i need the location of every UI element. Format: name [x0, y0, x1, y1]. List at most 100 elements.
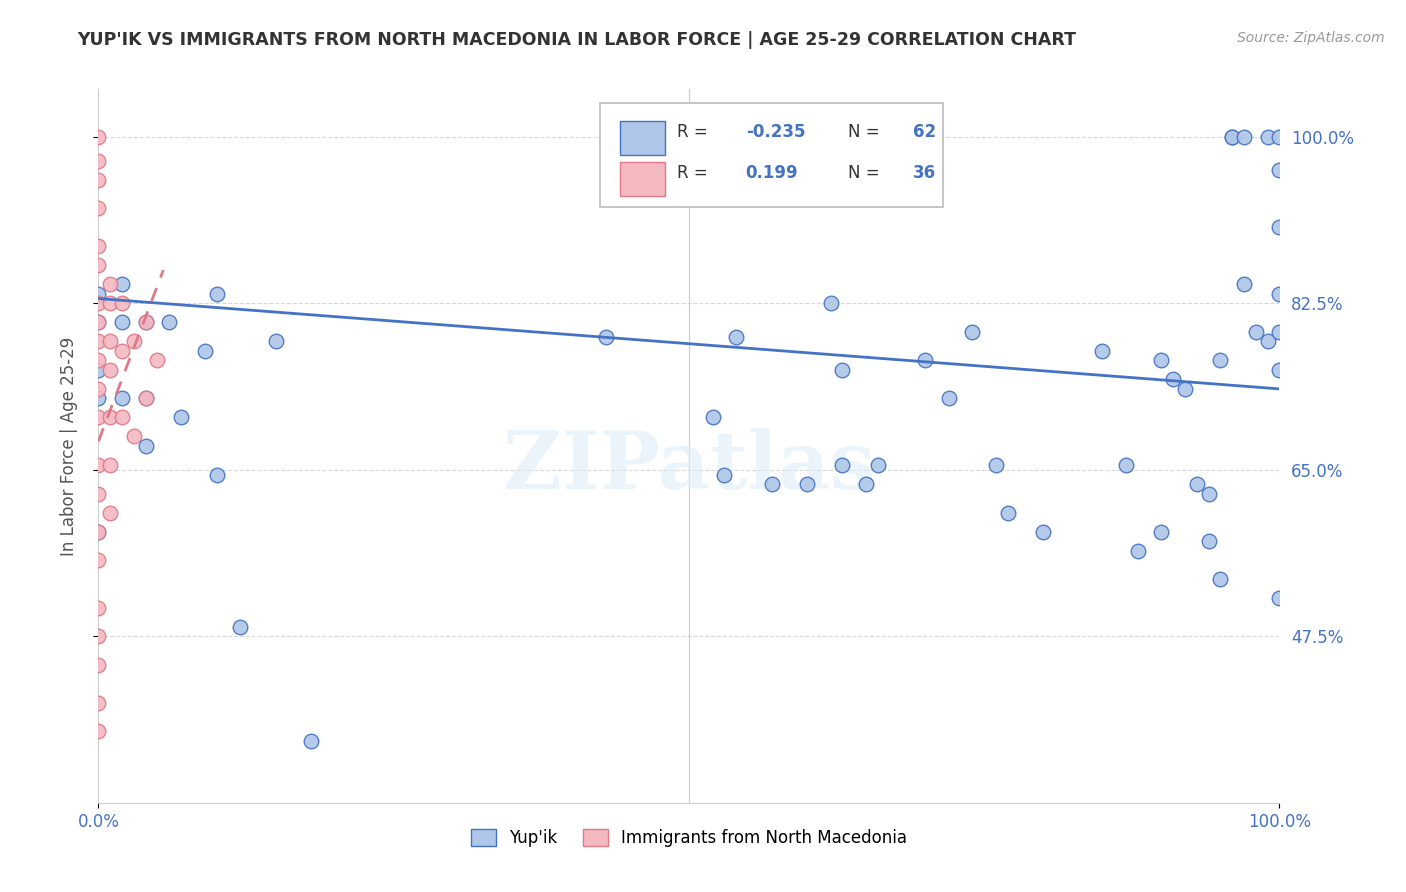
Point: [1209, 572, 1232, 586]
Point: [205, 467, 228, 482]
Point: [111, 315, 134, 329]
Point: [98, 363, 121, 377]
Point: [87, 458, 110, 472]
Point: [87, 600, 110, 615]
Point: [1220, 129, 1243, 144]
Point: [713, 467, 735, 482]
Point: [157, 315, 180, 329]
Point: [962, 325, 984, 339]
Point: [87, 392, 110, 406]
Point: [264, 334, 287, 349]
Point: [1091, 343, 1114, 358]
Text: YUP'IK VS IMMIGRANTS FROM NORTH MACEDONIA IN LABOR FORCE | AGE 25-29 CORRELATION: YUP'IK VS IMMIGRANTS FROM NORTH MACEDONI…: [77, 31, 1077, 49]
Point: [1150, 353, 1173, 368]
Text: R =: R =: [678, 123, 713, 141]
Point: [111, 410, 134, 425]
Point: [122, 429, 145, 443]
Point: [1268, 129, 1291, 144]
Point: [87, 724, 110, 739]
Point: [1268, 286, 1291, 301]
Point: [87, 657, 110, 672]
Point: [1268, 363, 1291, 377]
Point: [87, 363, 110, 377]
Point: [1174, 382, 1197, 396]
Point: [111, 296, 134, 310]
Point: [914, 353, 936, 368]
Point: [831, 363, 853, 377]
Point: [135, 315, 157, 329]
Point: [135, 392, 157, 406]
Legend: Yup'ik, Immigrants from North Macedonia: Yup'ik, Immigrants from North Macedonia: [463, 821, 915, 855]
Point: [122, 334, 145, 349]
Point: [1126, 543, 1149, 558]
Text: 0.199: 0.199: [745, 164, 799, 182]
Point: [1150, 524, 1173, 539]
Point: [87, 629, 110, 643]
Point: [1115, 458, 1137, 472]
Point: [938, 392, 960, 406]
Point: [146, 353, 169, 368]
Point: [87, 353, 110, 368]
Point: [98, 296, 121, 310]
Point: [1209, 353, 1232, 368]
Point: [1185, 477, 1208, 491]
Point: [229, 620, 252, 634]
Text: N =: N =: [848, 164, 886, 182]
Point: [87, 258, 110, 272]
Point: [111, 277, 134, 292]
Point: [87, 201, 110, 215]
Point: [855, 477, 877, 491]
Point: [98, 458, 121, 472]
Point: [205, 286, 228, 301]
Point: [820, 296, 842, 310]
Point: [135, 439, 157, 453]
Point: [299, 734, 322, 748]
Y-axis label: In Labor Force | Age 25-29: In Labor Force | Age 25-29: [59, 336, 77, 556]
Point: [1268, 325, 1291, 339]
Text: ZIPatlas: ZIPatlas: [503, 428, 875, 507]
Point: [984, 458, 1007, 472]
Point: [1198, 534, 1220, 549]
Point: [98, 410, 121, 425]
Point: [87, 524, 110, 539]
Point: [1233, 277, 1256, 292]
Point: [702, 410, 724, 425]
Point: [1268, 220, 1291, 235]
Point: [111, 392, 134, 406]
FancyBboxPatch shape: [600, 103, 943, 207]
Point: [87, 382, 110, 396]
Point: [87, 553, 110, 567]
Point: [87, 410, 110, 425]
Point: [135, 315, 157, 329]
Point: [87, 334, 110, 349]
Point: [796, 477, 818, 491]
Point: [135, 392, 157, 406]
FancyBboxPatch shape: [620, 120, 665, 155]
Point: [98, 506, 121, 520]
Text: -0.235: -0.235: [745, 123, 806, 141]
Point: [1268, 591, 1291, 606]
Text: N =: N =: [848, 123, 886, 141]
Point: [87, 486, 110, 500]
Point: [87, 239, 110, 253]
Point: [1244, 325, 1267, 339]
Point: [1257, 129, 1279, 144]
Point: [87, 286, 110, 301]
Point: [87, 315, 110, 329]
Point: [1032, 524, 1054, 539]
Point: [87, 129, 110, 144]
Point: [87, 296, 110, 310]
Point: [1257, 334, 1279, 349]
Point: [1220, 129, 1243, 144]
Point: [1198, 486, 1220, 500]
Point: [866, 458, 889, 472]
Point: [725, 329, 748, 343]
Point: [87, 315, 110, 329]
Text: 36: 36: [914, 164, 936, 182]
Point: [87, 524, 110, 539]
Text: Source: ZipAtlas.com: Source: ZipAtlas.com: [1237, 31, 1385, 45]
Point: [170, 410, 193, 425]
Point: [1161, 372, 1184, 386]
Point: [831, 458, 853, 472]
Point: [87, 172, 110, 186]
